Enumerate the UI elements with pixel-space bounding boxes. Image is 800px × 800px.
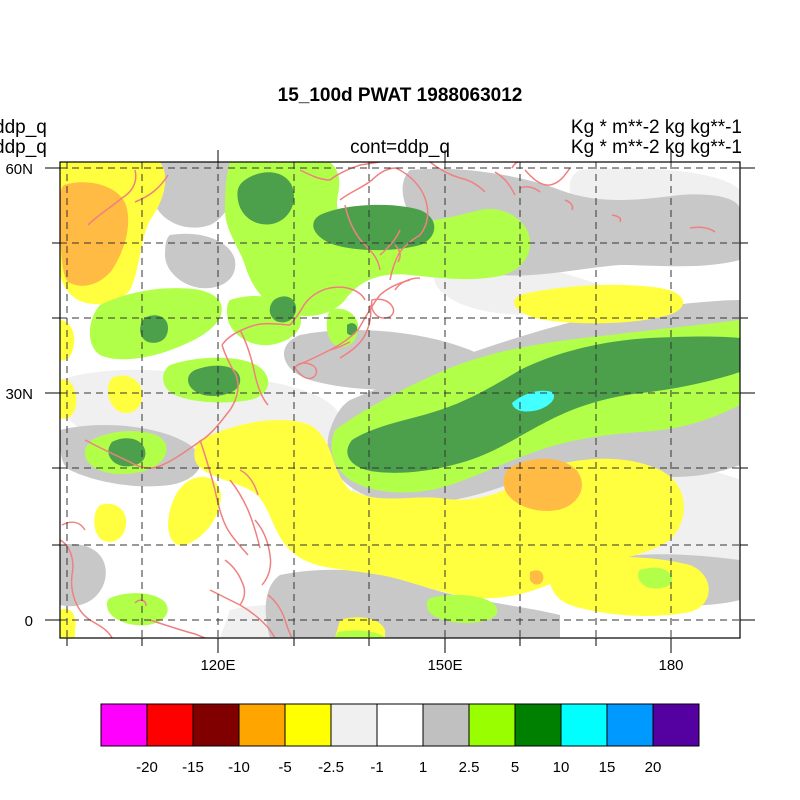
plot-title: 15_100d PWAT 1988063012 (277, 85, 523, 106)
colorbar-label: 5 (511, 759, 519, 776)
colorbar-swatch (652, 703, 700, 747)
left-contour-label: ddp_q (0, 137, 47, 158)
colorbar-swatch (376, 703, 424, 747)
lon-label-180: 180 (658, 657, 683, 674)
colorbar-swatch (238, 703, 286, 747)
map-frame (59, 161, 741, 639)
colorbar-label: -5 (278, 759, 291, 776)
colorbar-label: -15 (182, 759, 204, 776)
anomaly-field (60, 162, 740, 638)
colorbar-label: -2.5 (318, 759, 344, 776)
colorbar-swatch (422, 703, 470, 747)
center-contour-label: cont=ddp_q (350, 137, 450, 158)
grid-lines (60, 162, 740, 638)
colorbar-swatch (146, 703, 194, 747)
right-units-label: Kg * m**-2 kg kg**-1 (570, 117, 742, 138)
colorbar-label: 1 (419, 759, 427, 776)
colorbar-swatch (284, 703, 332, 747)
cyan-region (512, 390, 555, 412)
colorbar-label: -20 (136, 759, 158, 776)
colorbar-label: 10 (553, 759, 570, 776)
tick-marks (45, 150, 755, 653)
coastlines (60, 162, 716, 638)
colorbar: -20 -15 -10 -5 -2.5 -1 1 2.5 5 10 15 20 (100, 703, 700, 776)
colorbar-swatch (514, 703, 562, 747)
orange-regions (60, 182, 582, 585)
colorbar-label: -1 (370, 759, 383, 776)
lat-label-60n: 60N (5, 161, 33, 178)
lon-label-150e: 150E (427, 657, 462, 674)
colorbar-label: 20 (645, 759, 662, 776)
colorbar-swatch (606, 703, 654, 747)
colorbar-swatch (192, 703, 240, 747)
colorbar-label: 2.5 (459, 759, 480, 776)
colorbar-label: 15 (599, 759, 616, 776)
lat-label-30n: 30N (5, 386, 33, 403)
lon-label-120e: 120E (200, 657, 235, 674)
left-field-label: ddp_q (0, 117, 47, 138)
right-contour-units-label: Kg * m**-2 kg kg**-1 (570, 137, 742, 158)
lat-label-0: 0 (25, 613, 33, 630)
colorbar-swatch (560, 703, 608, 747)
colorbar-swatch (468, 703, 516, 747)
colorbar-swatch (100, 703, 148, 747)
colorbar-label: -10 (228, 759, 250, 776)
colorbar-swatch (330, 703, 378, 747)
